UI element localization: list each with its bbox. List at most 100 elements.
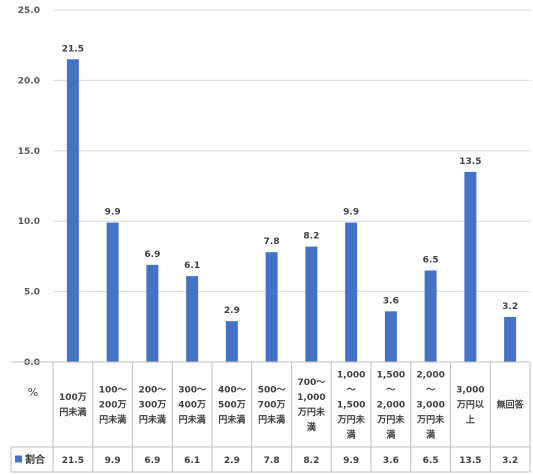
- category-label: 100万円未満: [59, 392, 87, 418]
- table-value: 13.5: [459, 456, 481, 466]
- category-label-line: 3,000: [456, 386, 484, 396]
- category-label-line: 3,000: [416, 401, 444, 411]
- category-label-line: 2,000: [416, 371, 444, 381]
- category-label: 1,000 ～ 1,500 万円未満: [337, 371, 366, 441]
- category-label-line: 500～: [258, 386, 286, 396]
- category-label-line: 400万: [178, 400, 206, 411]
- y-tick-label: 15.0: [18, 147, 40, 157]
- data-label: 2.9: [224, 306, 240, 316]
- category-label-line: 満: [426, 429, 435, 441]
- category-label-line: 上: [466, 414, 475, 426]
- gridlines: [53, 9, 530, 293]
- bar: [345, 222, 358, 362]
- data-label: 6.5: [423, 255, 439, 265]
- table-value: 6.9: [144, 456, 160, 466]
- table-value: 21.5: [62, 456, 84, 466]
- category-label-line: 700万: [258, 400, 286, 411]
- category-label-line: 満: [347, 429, 356, 441]
- data-label: 21.5: [62, 44, 84, 54]
- data-label: 3.2: [502, 302, 518, 312]
- category-label: 3,000 万円以上: [456, 386, 485, 426]
- table-value: 2.9: [224, 456, 240, 466]
- bar: [424, 270, 437, 362]
- category-label: 400～ 500万円未満: [218, 386, 246, 426]
- bar: [384, 311, 397, 362]
- category-label-line: ～: [347, 386, 356, 396]
- category-label-line: 円未満: [59, 406, 86, 418]
- category-label-line: 万円未: [297, 406, 326, 418]
- bar: [225, 321, 238, 362]
- data-label: 9.9: [343, 208, 359, 218]
- table-value: 9.9: [105, 456, 121, 466]
- data-label: 6.9: [144, 250, 160, 260]
- category-label-line: 万円未: [376, 414, 405, 426]
- category-label-line: ～: [426, 386, 435, 396]
- data-label: 3.6: [383, 296, 399, 306]
- data-table: 100万円未満 100～ 200万円未満 200～ 300万円未満 300～ 400万円未満…: [10, 361, 531, 473]
- category-label-line: 1,000: [337, 371, 365, 381]
- category-label-line: 100～: [99, 386, 127, 396]
- data-label: 13.5: [459, 157, 481, 167]
- category-label: 100～ 200万円未満: [99, 386, 127, 426]
- table-value: 6.5: [423, 456, 439, 466]
- category-label-line: 200～: [138, 386, 166, 396]
- table-value: 3.2: [502, 456, 518, 466]
- category-label-line: 円未満: [139, 414, 166, 426]
- y-tick-label: 0.0: [24, 358, 40, 368]
- table-value: 7.8: [264, 456, 280, 466]
- bar: [66, 59, 79, 362]
- y-tick-label: 5.0: [24, 288, 40, 298]
- bar: [305, 246, 318, 362]
- table-value: 6.1: [184, 456, 200, 466]
- table-value: 9.9: [343, 456, 359, 466]
- y-tick-label: 25.0: [18, 6, 40, 16]
- category-label: 無回答: [497, 399, 525, 411]
- category-label-line: 200万: [99, 400, 127, 411]
- category-label-line: 400～: [218, 386, 246, 396]
- category-label-line: ～: [386, 386, 395, 396]
- category-label-line: 300万: [138, 400, 166, 411]
- category-label-line: 円未満: [218, 414, 245, 426]
- table-value: 8.2: [303, 456, 319, 466]
- category-label: 1,500 ～ 2,000 万円未満: [376, 371, 405, 441]
- series-name-label: 割合: [25, 453, 46, 466]
- category-label-line: 万円以: [456, 400, 484, 411]
- bars: [66, 59, 517, 362]
- category-label-line: 2,000: [377, 401, 405, 411]
- data-label: 7.8: [264, 237, 280, 247]
- y-tick-label: 10.0: [18, 217, 40, 227]
- category-label-line: 円未満: [179, 414, 206, 426]
- category-label-line: 無回答: [497, 399, 525, 411]
- legend-swatch: [15, 455, 22, 463]
- category-label-line: 100万: [59, 392, 87, 403]
- category-label-line: 1,000: [297, 393, 325, 403]
- bar: [186, 276, 199, 362]
- category-label-line: 満: [307, 421, 316, 433]
- table-value: 3.6: [383, 456, 399, 466]
- y-tick-label: 20.0: [18, 76, 40, 86]
- data-label: 6.1: [184, 261, 200, 271]
- category-label: 200～ 300万円未満: [138, 386, 166, 426]
- category-label: 700～ 1,000 万円未満: [297, 378, 326, 433]
- category-label-line: 500万: [218, 400, 246, 411]
- bar: [464, 171, 477, 362]
- bar: [146, 264, 159, 362]
- bar: [265, 252, 278, 362]
- category-label: 2,000 ～ 3,000 万円未満: [416, 371, 445, 441]
- category-label-line: 円未満: [99, 414, 126, 426]
- category-label: 500～ 700万円未満: [258, 386, 286, 426]
- data-labels: 21.5 9.9 6.9 6.1 2.9 7.8 8.2 9.9 3.6 6.5 13.5 3.2: [62, 44, 518, 316]
- category-label-line: 満: [386, 429, 395, 441]
- bar: [106, 222, 119, 362]
- category-label-line: 円未満: [258, 414, 285, 426]
- category-label-line: 万円未: [416, 414, 445, 426]
- category-label-line: 700～: [297, 378, 325, 388]
- category-label-line: 300～: [178, 386, 206, 396]
- y-axis: 0.0 5.0 10.0 15.0 20.0 25.0: [18, 6, 40, 368]
- category-label-line: 1,500: [337, 401, 365, 411]
- category-label-line: 1,500: [377, 371, 405, 381]
- y-axis-unit-label: %: [28, 386, 38, 399]
- category-label-line: 万円未: [337, 414, 366, 426]
- data-label: 9.9: [105, 208, 121, 218]
